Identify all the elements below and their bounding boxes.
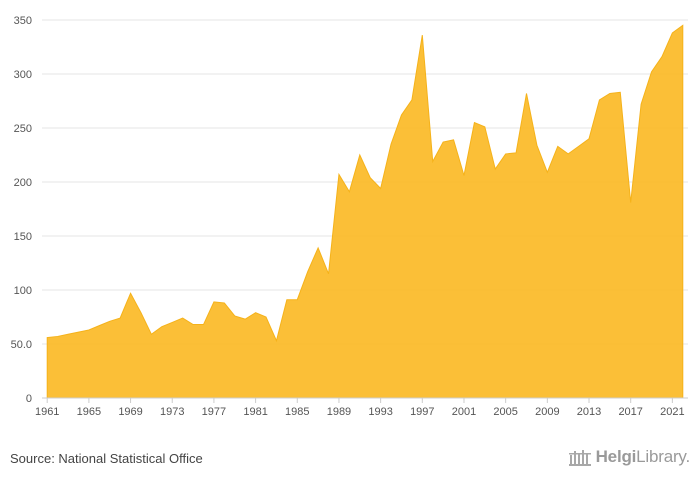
x-tick-label: 2017: [618, 406, 642, 418]
x-tick-label: 1993: [368, 406, 392, 418]
library-building-icon: [568, 450, 591, 466]
x-tick-label: 2021: [660, 406, 684, 418]
x-tick-label: 2009: [535, 406, 559, 418]
x-tick-label: 1981: [243, 406, 267, 418]
x-tick-label: 1969: [118, 406, 142, 418]
y-tick-label: 200: [14, 177, 32, 189]
x-tick-label: 1961: [35, 406, 59, 418]
y-tick-label: 50.0: [11, 339, 32, 351]
x-tick-label: 2001: [452, 406, 476, 418]
source-note: Source: National Statistical Office: [10, 451, 203, 466]
x-tick-label: 1965: [77, 406, 101, 418]
y-tick-label: 100: [14, 285, 32, 297]
y-tick-label: 0: [26, 393, 32, 405]
x-tick-label: 1997: [410, 406, 434, 418]
area-series: [46, 24, 684, 399]
y-tick-label: 250: [14, 123, 32, 135]
brand-name: HelgiLibrary.: [595, 447, 691, 466]
brand-logo: HelgiLibrary.: [568, 447, 690, 467]
x-tick-label: 1973: [160, 406, 184, 418]
y-tick-labels: 0 50.0 100 150 200 250 300 350: [11, 15, 32, 405]
x-tick-label: 1977: [202, 406, 226, 418]
y-tick-label: 300: [14, 69, 32, 81]
area-fill: [46, 24, 684, 399]
x-tick-label: 1985: [285, 406, 309, 418]
x-tick-labels: 1961 1965 1969 1973 1977 1981 1985 1989 1993 1997…: [35, 398, 685, 418]
y-tick-label: 150: [14, 231, 32, 243]
x-tick-label: 2005: [493, 406, 517, 418]
y-tick-label: 350: [14, 15, 32, 27]
x-tick-label: 2013: [577, 406, 601, 418]
x-tick-label: 1989: [327, 406, 351, 418]
